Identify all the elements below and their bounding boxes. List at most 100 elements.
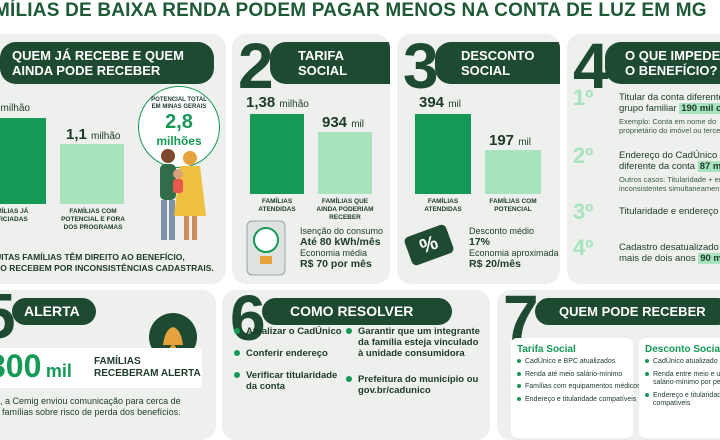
bar-label: FAMÍLIAS ATENDIDAS	[411, 198, 475, 214]
panel-1: QUEM JÁ RECEBE E QUEM AINDA PODE RECEBER …	[0, 34, 226, 284]
info-line: Até 80 kWh/mês	[300, 236, 381, 248]
unit: milhão	[279, 99, 309, 110]
value: 197	[489, 132, 515, 149]
criterion-line: Famílias com equipamentos médicos	[525, 383, 641, 390]
label-line: DOS PROGRAMAS	[63, 224, 123, 231]
potential-unit: milhões	[156, 134, 202, 148]
info-line: Desconto médio	[469, 226, 535, 236]
step-line: da família esteja vinculado	[358, 337, 479, 348]
bar-area	[485, 150, 541, 194]
heading: DESCONTO SOCIAL	[435, 42, 560, 84]
criterion-line: Renda entre meio e um	[653, 370, 720, 378]
bar-value: 1,38 milhão	[246, 94, 309, 111]
step-line: Atualizar o CadÚnico	[246, 326, 342, 337]
potential-value: 2,8	[165, 111, 193, 133]
info-line: Isenção do consumo	[300, 226, 384, 236]
cases: 190 mil casos	[679, 103, 720, 114]
rank: 4º	[573, 235, 594, 260]
percent-tag: %	[403, 223, 455, 267]
obstacle-text: Endereço do CadÚnico diferente da conta 8…	[619, 150, 720, 193]
unit: milhão	[0, 103, 30, 114]
unit: mil	[448, 99, 461, 110]
value: 1,38	[246, 94, 276, 111]
bullet	[645, 392, 649, 397]
info-line: R$ 20/mês	[469, 258, 521, 270]
label-line: FAMÍLIAS	[427, 198, 459, 205]
label-line: FAMÍLIAS	[261, 198, 293, 205]
bar-value: 197 mil	[489, 132, 531, 149]
step-line: Prefeitura do município ou	[358, 374, 479, 385]
note-line: bril, a Cemig enviou comunicação para ce…	[0, 396, 181, 406]
bullet	[346, 328, 352, 334]
alert-value: 300 mil	[0, 348, 72, 385]
text-line: Titular da conta diferente do	[619, 92, 720, 103]
step: Garantir que um integrante da família est…	[346, 326, 480, 359]
criterion: Endereço e titularidade compatíveis	[645, 392, 720, 409]
label-line: AINDA PODERIAM	[316, 206, 374, 213]
family-illustration	[160, 149, 206, 240]
label-line: FAMÍLIAS QUE	[321, 198, 369, 205]
bullet	[645, 359, 649, 363]
step-line: Verificar titularidade	[246, 370, 338, 381]
text-line: Titularidade e endereço 20 mil casos	[619, 206, 719, 217]
bar-value: 7 milhão	[0, 98, 30, 115]
heading-line: AINDA PODE RECEBER	[12, 63, 161, 78]
info: Isenção do consumo Até 80 kWh/mês Econom…	[300, 226, 383, 270]
criterion-line: compatíveis	[653, 400, 691, 407]
heading-line: O BENEFÍCIO?	[625, 63, 718, 78]
heading: QUEM JÁ RECEBE E QUEM AINDA PODE RECEBER	[0, 42, 214, 84]
bar-area	[0, 118, 46, 204]
heading-line: SOCIAL	[461, 63, 511, 78]
unit: mil	[45, 361, 72, 381]
obstacle-text: Titular da conta diferente dogrupo famil…	[619, 92, 720, 135]
bar-label: FAMÍLIAS COM POTENCIAL	[481, 198, 545, 214]
label-line: ATENDIDAS	[258, 206, 296, 213]
criterion-line: CadÚnico atualizado	[653, 358, 718, 365]
potential-badge: POTENCIAL TOTAL EM MINAS GERAIS 2,8 milhõ…	[138, 86, 220, 168]
unit: mil	[351, 119, 364, 130]
panel-3: DESCONTO SOCIAL 3 394 mil FAMÍLIAS ATENDID…	[397, 34, 560, 284]
box-title: Tarifa Social	[517, 344, 576, 355]
bullet	[517, 359, 521, 363]
note: bril, a Cemig enviou comunicação para ce…	[0, 396, 181, 418]
title: MÍLIAS DE BAIXA RENDA PODEM PAGAR MENOS …	[0, 0, 707, 21]
info: Desconto médio 17% Economia aproximada R…	[469, 226, 559, 270]
step-line: Garantir que um integrante	[358, 326, 480, 337]
value: 300	[0, 348, 42, 384]
obstacle-text: Titularidade e endereço 20 mil casos	[619, 206, 720, 217]
bar	[250, 114, 304, 194]
label-line: RECEBER	[329, 214, 361, 221]
box-title: Desconto Social	[645, 344, 720, 355]
info-line: R$ 70 por mês	[300, 258, 372, 270]
step-number: 5	[0, 290, 16, 348]
step-number: 2	[238, 34, 274, 102]
alert-box	[0, 348, 202, 388]
text-line: Cadastro desatualizado há	[619, 242, 720, 253]
step-number: 4	[573, 34, 609, 102]
info-line: 17%	[469, 236, 491, 248]
cases: 90 mil casos	[698, 253, 720, 264]
panel-4: O QUE IMPEDE O BENEFÍCIO? 4 1º Titular da …	[567, 34, 720, 284]
bullet	[234, 328, 240, 334]
text-line: diferente da conta 87 mil casos	[619, 161, 720, 172]
obstacle-sub: Outros casos: Titularidade + endereçoinc…	[619, 175, 720, 193]
criterion: Endereço e titularidade compatíveis	[517, 396, 636, 405]
criterion-line: CadÚnico e BPC atualizados	[525, 358, 616, 365]
obstacle-text: Cadastro desatualizado hámais de dois an…	[619, 242, 720, 264]
bullet	[517, 396, 521, 401]
bar-label: FAMÍLIAS COM POTENCIAL E FORA DOS PROGRAMA…	[58, 208, 128, 232]
heading: COMO RESOLVER	[262, 298, 452, 325]
label-line: NEFICIADAS	[0, 216, 28, 223]
rank: 3º	[573, 199, 594, 224]
panel-7: QUEM PODE RECEBER 7 Tarifa Social CadÚnic…	[497, 290, 720, 440]
bar-value: 1,1 milhão	[66, 126, 121, 143]
heading-line: SOCIAL	[298, 63, 348, 78]
bar	[318, 132, 372, 194]
bar-label: FAMÍLIAS JÁNEFICIADAS	[0, 208, 48, 224]
label-line: FAMÍLIAS JÁ	[0, 208, 29, 215]
step-number: 6	[230, 290, 266, 354]
unit: mil	[518, 137, 531, 148]
bar-value: 394 mil	[419, 94, 461, 111]
